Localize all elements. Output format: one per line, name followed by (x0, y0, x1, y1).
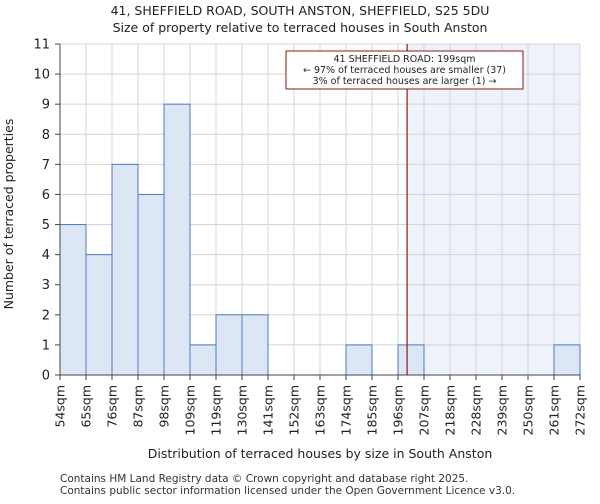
annotation-line: 41 SHEFFIELD ROAD: 199sqm (334, 54, 476, 65)
bar (397, 344, 425, 376)
x-tick-label: 109sqm (183, 385, 198, 435)
x-tick-label: 65sqm (79, 385, 94, 428)
y-tick-label: 2 (42, 308, 50, 323)
x-tick-label: 218sqm (443, 385, 458, 435)
y-tick-label: 7 (42, 158, 50, 173)
x-tick-label: 250sqm (521, 385, 536, 435)
x-tick-label: 272sqm (573, 385, 588, 435)
bar (345, 344, 373, 376)
x-tick-label: 119sqm (209, 385, 224, 435)
highlight-region (407, 44, 580, 375)
x-tick-label: 152sqm (287, 385, 302, 435)
y-tick-label: 6 (42, 188, 50, 203)
bar (189, 344, 217, 376)
x-tick-label: 130sqm (235, 385, 250, 435)
chart-title: 41, SHEFFIELD ROAD, SOUTH ANSTON, SHEFFI… (111, 3, 490, 18)
x-tick-label: 98sqm (157, 385, 172, 428)
y-tick-label: 0 (42, 369, 50, 384)
x-tick-label: 87sqm (131, 385, 146, 428)
y-tick-label: 1 (42, 338, 50, 353)
bar (215, 314, 243, 376)
x-tick-label: 261sqm (547, 385, 562, 435)
y-tick-label: 10 (33, 68, 50, 83)
bar (85, 254, 113, 376)
chart-subtitle: Size of property relative to terraced ho… (113, 20, 488, 35)
y-tick-label: 4 (42, 248, 50, 263)
x-tick-label: 196sqm (391, 385, 406, 435)
x-tick-label: 174sqm (339, 385, 354, 435)
x-tick-label: 207sqm (417, 385, 432, 435)
bar (553, 344, 581, 376)
y-tick-label: 9 (42, 98, 50, 113)
bar (111, 163, 139, 376)
bar (137, 193, 165, 376)
y-tick-label: 8 (42, 128, 50, 143)
x-tick-label: 163sqm (313, 385, 328, 435)
y-tick-label: 5 (42, 218, 50, 233)
x-tick-label: 141sqm (261, 385, 276, 435)
x-tick-label: 54sqm (53, 385, 68, 428)
footer: Contains HM Land Registry data © Crown c… (60, 473, 515, 497)
x-tick-label: 228sqm (469, 385, 484, 435)
footer-line-1: Contains HM Land Registry data © Crown c… (60, 473, 469, 485)
footer-line-2: Contains public sector information licen… (60, 485, 516, 497)
bar (241, 314, 269, 376)
x-axis-label: Distribution of terraced houses by size … (148, 446, 493, 461)
x-tick-label: 239sqm (495, 385, 510, 435)
annotation-line: 3% of terraced houses are larger (1) → (313, 76, 497, 87)
y-axis-label: Number of terraced properties (1, 119, 16, 310)
annotation-line: ← 97% of terraced houses are smaller (37… (303, 65, 506, 76)
x-tick-label: 76sqm (105, 385, 120, 428)
y-tick-label: 3 (42, 278, 50, 293)
bar (59, 224, 87, 376)
x-tick-label: 185sqm (365, 385, 380, 435)
annotation-box (285, 50, 524, 90)
y-tick-label: 11 (33, 38, 50, 53)
bar (163, 103, 191, 376)
